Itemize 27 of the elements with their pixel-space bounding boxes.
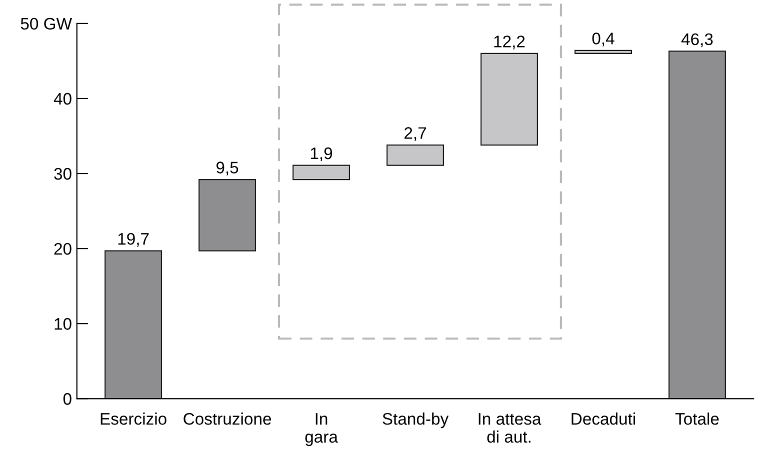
y-tick-label: 30 [54, 168, 72, 180]
x-tick-label: In gara [305, 413, 338, 446]
y-tick-label: 0 [63, 393, 72, 405]
x-tick-label: Stand-by [382, 412, 449, 428]
y-tick-label: 40 [54, 92, 72, 105]
data-label: 2,7 [404, 127, 426, 141]
bar [386, 144, 444, 166]
x-tick-label: Esercizio [100, 412, 166, 425]
data-label: 9,5 [216, 162, 238, 176]
bar [574, 50, 632, 54]
data-label: 1,9 [310, 147, 332, 162]
bar [480, 52, 538, 146]
x-tick-label: Decaduti [572, 412, 636, 425]
y-tick-label: 10 [54, 318, 72, 330]
x-tick-label: Totale [675, 412, 719, 425]
data-label: 46,3 [681, 33, 713, 48]
data-label: 0,4 [592, 32, 614, 46]
bar [292, 164, 350, 180]
bar [668, 50, 726, 399]
data-label: 19,7 [118, 232, 149, 247]
bar [104, 250, 162, 399]
x-tick-label: Costruzione [184, 412, 272, 425]
bar [198, 178, 256, 252]
x-tick-label: In attesa di aut. [478, 413, 542, 443]
y-tick-label: 50 GW [20, 18, 72, 30]
y-tick-label: 20 [54, 242, 72, 255]
data-label: 12,2 [494, 36, 525, 50]
